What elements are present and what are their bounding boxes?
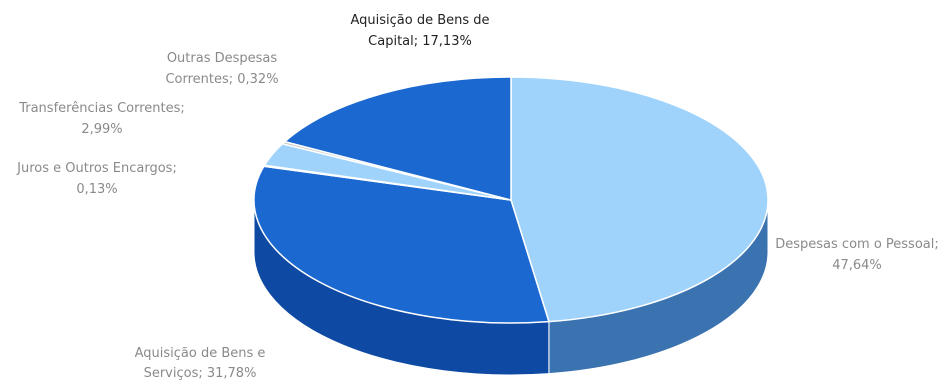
pie-slice-aquisicao-de-bens-e-servicos bbox=[253, 165, 550, 324]
data-label-line1: Transferências Correntes; bbox=[18, 101, 185, 116]
data-label-despesas-com-o-pessoal: Despesas com o Pessoal; 47,64% bbox=[775, 237, 939, 273]
pie-label-layer: Despesas com o Pessoal; 47,64% Aquisição d… bbox=[16, 13, 939, 381]
data-label-outras-despesas-correntes: Outras Despesas Correntes; 0,32% bbox=[165, 51, 278, 87]
data-label-line2: 2,99% bbox=[81, 122, 122, 137]
data-label-aquisicao-de-bens-e-servicos: Aquisição de Bens e Serviços; 31,78% bbox=[135, 346, 266, 381]
data-label-line2: Correntes; 0,32% bbox=[165, 72, 278, 87]
pie-slice-despesas-com-o-pessoal bbox=[510, 76, 769, 323]
data-label-line1: Aquisição de Bens de bbox=[350, 13, 489, 28]
data-label-line2: 47,64% bbox=[832, 258, 882, 273]
data-label-transferencias-correntes: Transferências Correntes; 2,99% bbox=[18, 101, 185, 137]
data-label-line1: Aquisição de Bens e bbox=[135, 346, 266, 361]
data-label-line1: Outras Despesas bbox=[167, 51, 278, 66]
data-label-juros-e-outros-encargos: Juros e Outros Encargos; 0,13% bbox=[16, 161, 177, 197]
data-label-line2: Capital; 17,13% bbox=[368, 34, 472, 49]
data-label-line1: Despesas com o Pessoal; bbox=[775, 237, 939, 252]
data-label-line1: Juros e Outros Encargos; bbox=[16, 161, 177, 176]
data-label-line2: Serviços; 31,78% bbox=[144, 366, 257, 381]
pie-slice-aquisicao-de-bens-de-capital bbox=[284, 76, 512, 201]
pie-top-layer bbox=[253, 76, 769, 324]
data-label-line2: 0,13% bbox=[76, 182, 117, 197]
data-label-aquisicao-de-bens-de-capital: Aquisição de Bens de Capital; 17,13% bbox=[350, 13, 489, 49]
